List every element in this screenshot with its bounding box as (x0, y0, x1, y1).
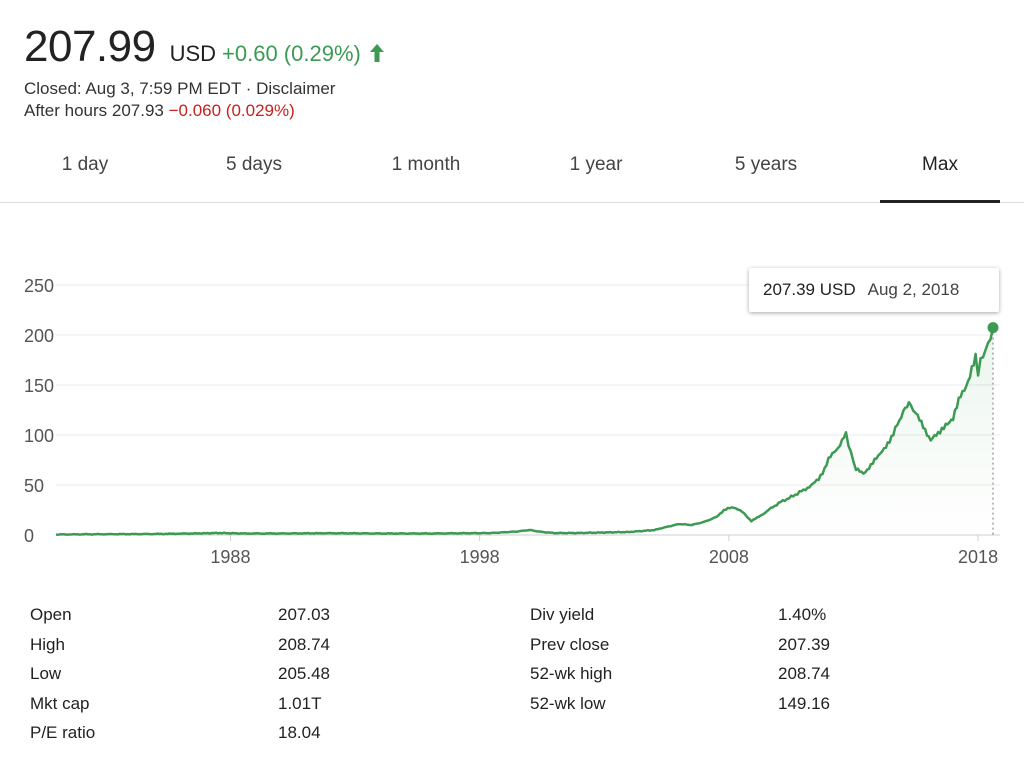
stat-value: 149.16 (778, 693, 830, 713)
tab-1-year[interactable]: 1 year (540, 132, 652, 202)
stat-label: High (30, 634, 65, 654)
stat-label: Low (30, 664, 62, 683)
x-tick-label: 2018 (958, 547, 998, 567)
tab-max[interactable]: Max (880, 132, 1000, 203)
price-chart[interactable]: 0 50 100 150 200 250 1988 1998 2008 2018 (0, 230, 1024, 580)
tab-1-month[interactable]: 1 month (370, 132, 482, 202)
stat-row-open: Open 207.03 (30, 600, 500, 630)
stats-left: Open 207.03 High 208.74 Low 205.48 Mkt c… (30, 600, 500, 748)
stat-label: Open (30, 605, 72, 624)
y-tick-label: 100 (24, 426, 54, 446)
y-tick-label: 50 (24, 476, 44, 496)
stat-label: Prev close (530, 634, 610, 654)
series-area (56, 327, 993, 535)
tab-5-days[interactable]: 5 days (198, 132, 310, 202)
tab-label: 5 years (734, 154, 798, 175)
tab-label: 1 month (391, 154, 461, 175)
stat-value: 207.39 (778, 634, 830, 654)
y-tick-label: 250 (24, 276, 54, 296)
currency-label: USD (169, 41, 217, 66)
stat-label: Div yield (530, 605, 595, 624)
stats-right: Div yield 1.40% Prev close 207.39 52-wk … (530, 600, 970, 718)
after-hours-label: After hours 207.93 (24, 101, 164, 120)
stat-label: Mkt cap (30, 693, 90, 713)
hover-point (987, 322, 999, 334)
tab-label: Max (922, 154, 958, 175)
x-tick-label: 1988 (210, 547, 250, 567)
tab-label: 5 days (226, 154, 282, 175)
tab-1-day[interactable]: 1 day (30, 132, 140, 202)
stat-value: 1.40% (778, 605, 827, 624)
y-tick-label: 200 (24, 326, 54, 346)
tooltip-value: 207.39 USD (763, 280, 856, 299)
tooltip-date: Aug 2, 2018 (867, 280, 960, 299)
stat-value: 207.03 (278, 605, 330, 624)
stat-row-pe-ratio: P/E ratio 18.04 (30, 718, 500, 748)
series-line (55, 327, 995, 537)
chart-tooltip: 207.39 USD Aug 2, 2018 (749, 268, 999, 312)
stat-value: 1.01T (278, 693, 322, 713)
stat-row-low: Low 205.48 (30, 659, 500, 689)
current-price: 207.99 (24, 22, 156, 71)
active-tab-indicator (880, 200, 1000, 203)
stat-label: P/E ratio (30, 723, 96, 742)
tab-label: 1 year (569, 154, 623, 175)
arrow-up-icon (369, 43, 385, 63)
stat-label: 52-wk low (530, 693, 606, 713)
after-hours-info: After hours 207.93 −0.060 (0.029%) (24, 100, 385, 122)
range-tabs: 1 day 5 days 1 month 1 year 5 years Max (0, 132, 1024, 203)
x-tick-label: 1998 (460, 547, 500, 567)
stat-row-prev-close: Prev close 207.39 (530, 630, 970, 660)
stat-row-mkt-cap: Mkt cap 1.01T (30, 689, 500, 719)
price-change: +0.60 (0.29%) (222, 41, 361, 66)
stat-row-high: High 208.74 (30, 630, 500, 660)
stat-value: 208.74 (778, 664, 830, 683)
price-row: 207.99 USD +0.60 (0.29%) (24, 22, 385, 72)
stat-row-52wk-high: 52-wk high 208.74 (530, 659, 970, 689)
stat-value: 205.48 (278, 664, 330, 683)
stat-value: 208.74 (278, 634, 330, 654)
y-tick-label: 0 (24, 526, 34, 546)
quote-header: 207.99 USD +0.60 (0.29%) Closed: Aug 3, … (24, 22, 385, 122)
stat-label: 52-wk high (530, 664, 613, 683)
tab-label: 1 day (61, 154, 109, 175)
stat-value: 18.04 (278, 723, 321, 742)
x-tick-label: 2008 (709, 547, 749, 567)
tab-5-years[interactable]: 5 years (710, 132, 822, 202)
closed-info: Closed: Aug 3, 7:59 PM EDT · Disclaimer (24, 79, 336, 98)
after-hours-change: −0.060 (0.029%) (168, 101, 295, 120)
stat-row-div-yield: Div yield 1.40% (530, 600, 970, 630)
stat-row-52wk-low: 52-wk low 149.16 (530, 689, 970, 719)
y-tick-label: 150 (24, 376, 54, 396)
